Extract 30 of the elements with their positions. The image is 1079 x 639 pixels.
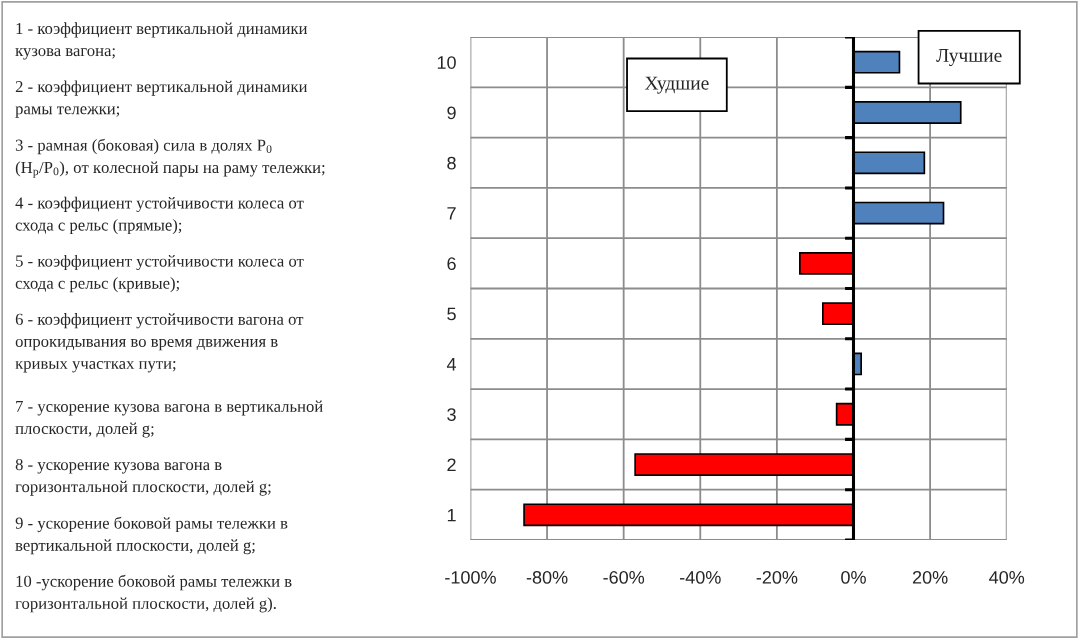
text: 2 - коэффициент вертикальной динамики рамы тележки; <box>15 80 308 118</box>
text: 3 - рамная (боковая) сила в долях P$_{0}$ (H$_{p}$/P$_{0}$), от колесной пары на раму тележки; <box>15 138 325 178</box>
text: 8 - ускорение кузова вагона в горизонтальной плоскости, долей g; <box>15 458 271 496</box>
y-tick-label: 2 <box>447 458 456 472</box>
y-tick-label: 8 <box>447 156 456 170</box>
y-tick-label: 7 <box>447 207 456 220</box>
y-tick-label: 1 <box>447 508 456 522</box>
text: 6 - коэффициент устойчивости вагона от опрокидывания во время движения в кривых участках пути; <box>15 313 304 373</box>
text: 10 -ускорение боковой рамы тележки в горизонтальной плоскости, долей g). <box>15 574 292 613</box>
annotation: Лучшие <box>936 49 1002 66</box>
x-tick-label: -20% <box>756 570 798 584</box>
x-tick-label: -100% <box>445 570 496 584</box>
text: 7 - ускорение кузова вагона в вертикальной плоскости, долей g; <box>15 400 323 438</box>
y-tick-label: 9 <box>447 106 456 120</box>
text: 4 - коэффициент устойчивости колеса от схода с рельс (прямые); <box>15 196 304 235</box>
x-tick-label: -60% <box>603 570 645 584</box>
x-tick-label: -40% <box>680 570 721 584</box>
y-tick-label: 5 <box>447 307 456 321</box>
annotation: Худшие <box>644 76 709 94</box>
y-tick-label: 10 <box>437 56 456 69</box>
y-tick-label: 6 <box>447 257 456 271</box>
x-tick-label: 40% <box>989 570 1025 584</box>
x-tick-label: 20% <box>912 570 948 584</box>
text: 1 - коэффициент вертикальной динамики кузова вагона; <box>15 22 308 60</box>
text: 5 - коэффициент устойчивости колеса от схода с рельс (кривые); <box>15 254 304 293</box>
y-tick-label: 4 <box>446 358 457 371</box>
x-tick-label: -80% <box>526 570 568 584</box>
text: 9 - ускорение боковой рамы тележки в вертикальной плоскости, долей g; <box>15 516 288 555</box>
y-tick-label: 3 <box>447 408 456 421</box>
x-tick-label: 0% <box>841 570 866 584</box>
